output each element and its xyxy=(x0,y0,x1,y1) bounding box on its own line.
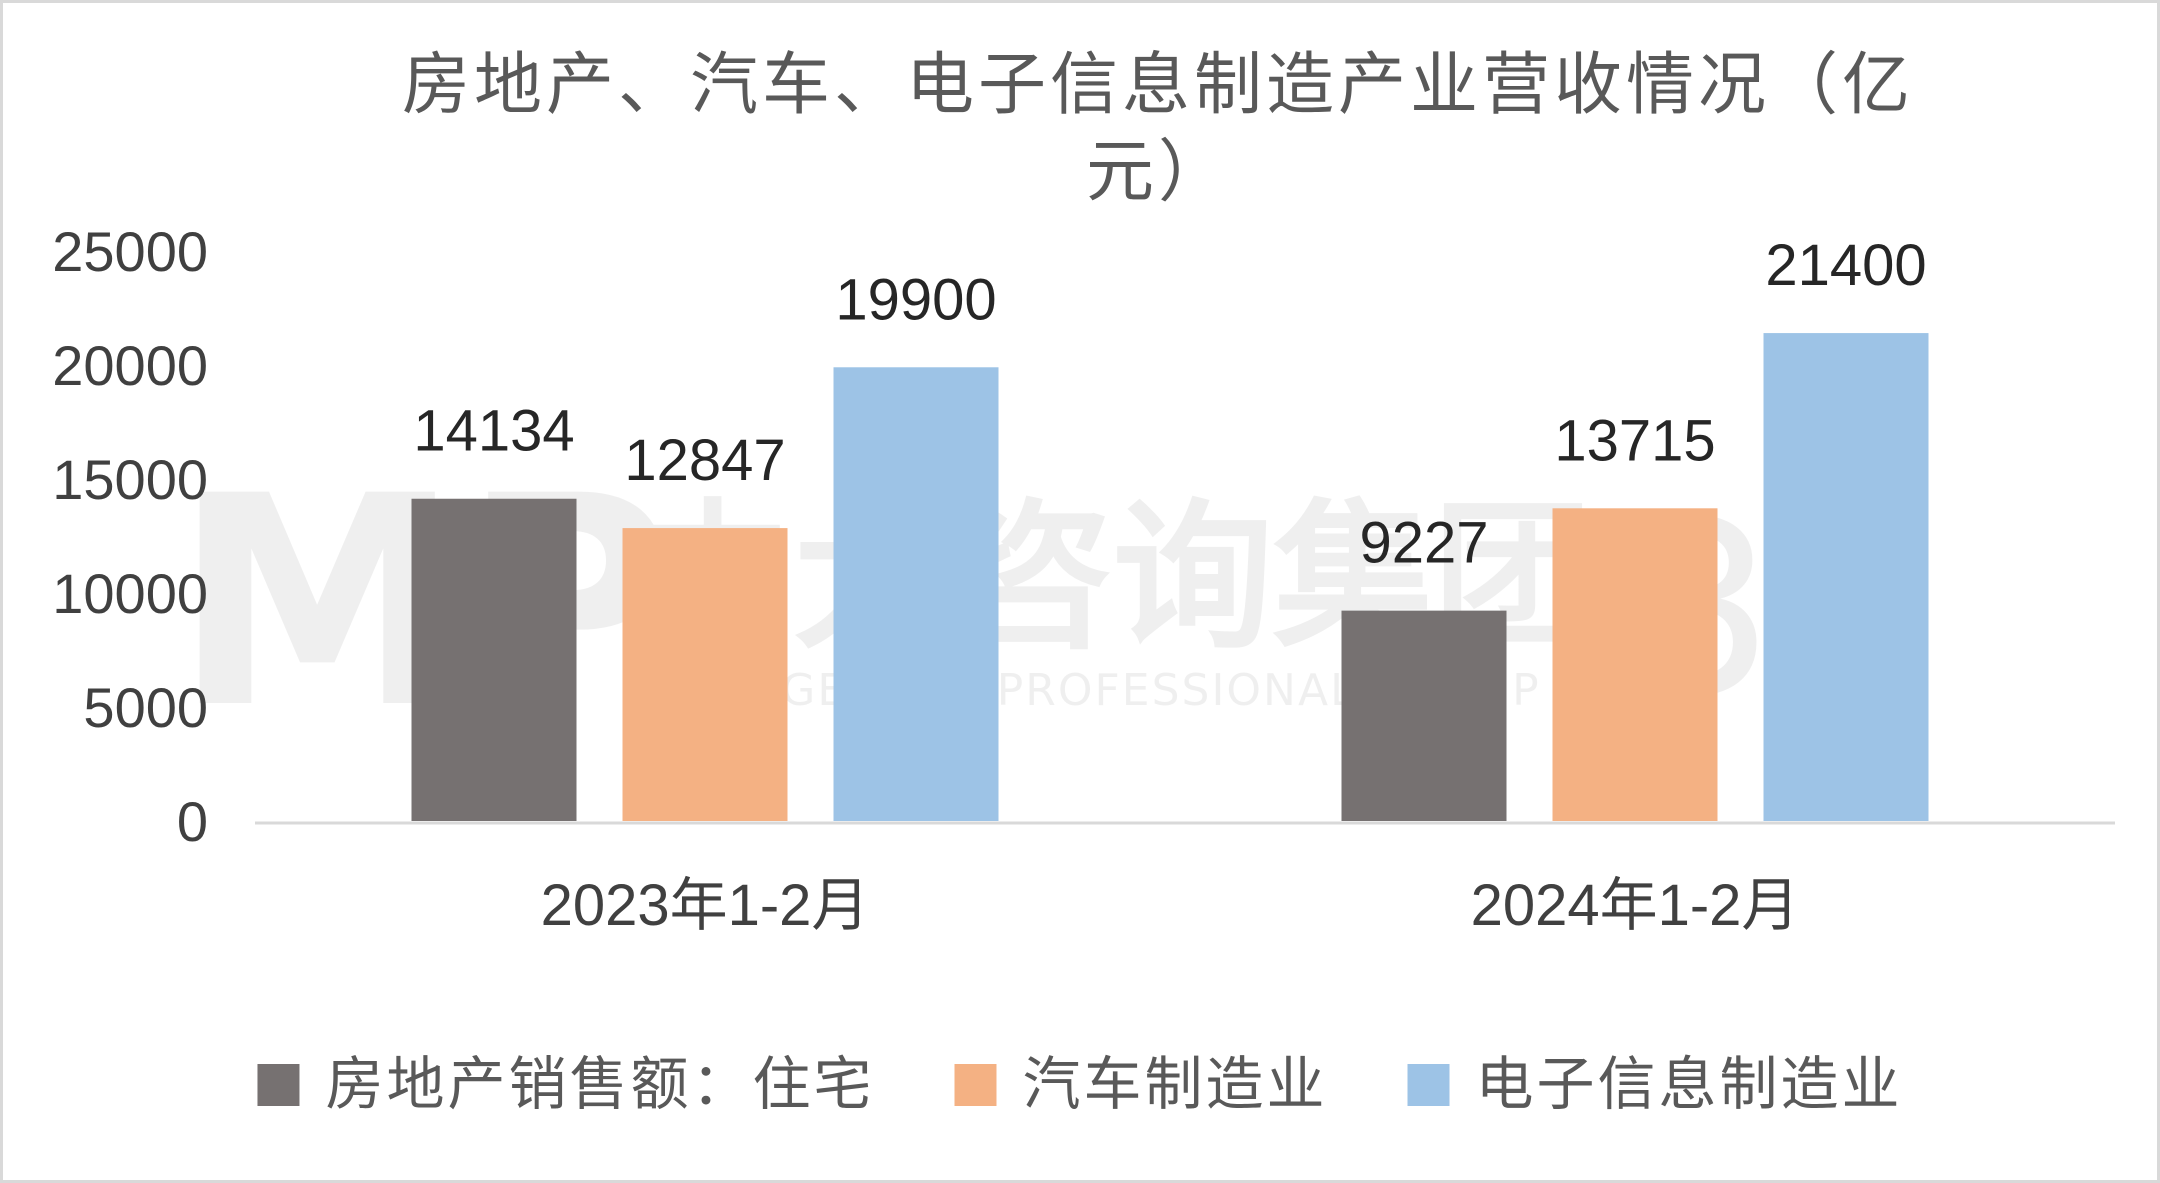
y-tick-label: 5000 xyxy=(83,676,208,739)
legend-label: 电子信息制造业 xyxy=(1476,1050,1903,1118)
y-tick-label: 0 xyxy=(177,790,208,853)
legend-label: 房地产销售额：住宅 xyxy=(325,1050,874,1118)
y-axis-ticks: 0 5000 10000 15000 20000 25000 xyxy=(52,220,208,853)
y-tick-label: 20000 xyxy=(52,334,208,397)
bar-1-1 xyxy=(411,498,577,821)
legend-swatch xyxy=(257,1064,300,1106)
bar-3-2 xyxy=(1763,333,1929,821)
legend-item: 电子信息制造业 xyxy=(1407,1050,1903,1118)
x-category-label: 2024年1-2月 xyxy=(1471,873,1800,938)
chart-title: 房地产、汽车、电子信息制造产业营收情况（亿 xyxy=(402,46,1914,125)
legend: 房地产销售额：住宅 汽车制造业 电子信息制造业 xyxy=(257,1050,1903,1118)
data-label: 19900 xyxy=(835,267,996,332)
data-label: 21400 xyxy=(1765,233,1926,298)
bar-2-2 xyxy=(1552,508,1718,821)
y-tick-label: 25000 xyxy=(52,220,208,283)
x-axis-categories: 2023年1-2月 2024年1-2月 xyxy=(541,873,1800,938)
legend-label: 汽车制造业 xyxy=(1022,1050,1327,1118)
data-label: 9227 xyxy=(1359,511,1488,576)
bar-3-1 xyxy=(833,367,999,821)
y-tick-label: 15000 xyxy=(52,448,208,511)
y-tick-label: 10000 xyxy=(52,562,208,625)
x-category-label: 2023年1-2月 xyxy=(541,873,870,938)
data-label: 12847 xyxy=(624,428,785,493)
legend-item: 汽车制造业 xyxy=(954,1050,1327,1118)
data-labels: 14134 12847 19900 9227 13715 21400 xyxy=(413,233,1926,576)
bar-chart: MP 中大咨询集团 MANAGEMENT PROFESSIONAL GROUP … xyxy=(52,46,2115,1118)
bar-1-2 xyxy=(1341,610,1507,821)
legend-item: 房地产销售额：住宅 xyxy=(257,1050,874,1118)
bars xyxy=(411,333,1929,821)
data-label: 14134 xyxy=(413,399,574,464)
bar-2-1 xyxy=(622,528,788,821)
legend-swatch xyxy=(954,1064,997,1106)
chart-title-line2: 元） xyxy=(1086,133,1230,212)
legend-swatch xyxy=(1407,1064,1450,1106)
data-label: 13715 xyxy=(1554,408,1715,473)
